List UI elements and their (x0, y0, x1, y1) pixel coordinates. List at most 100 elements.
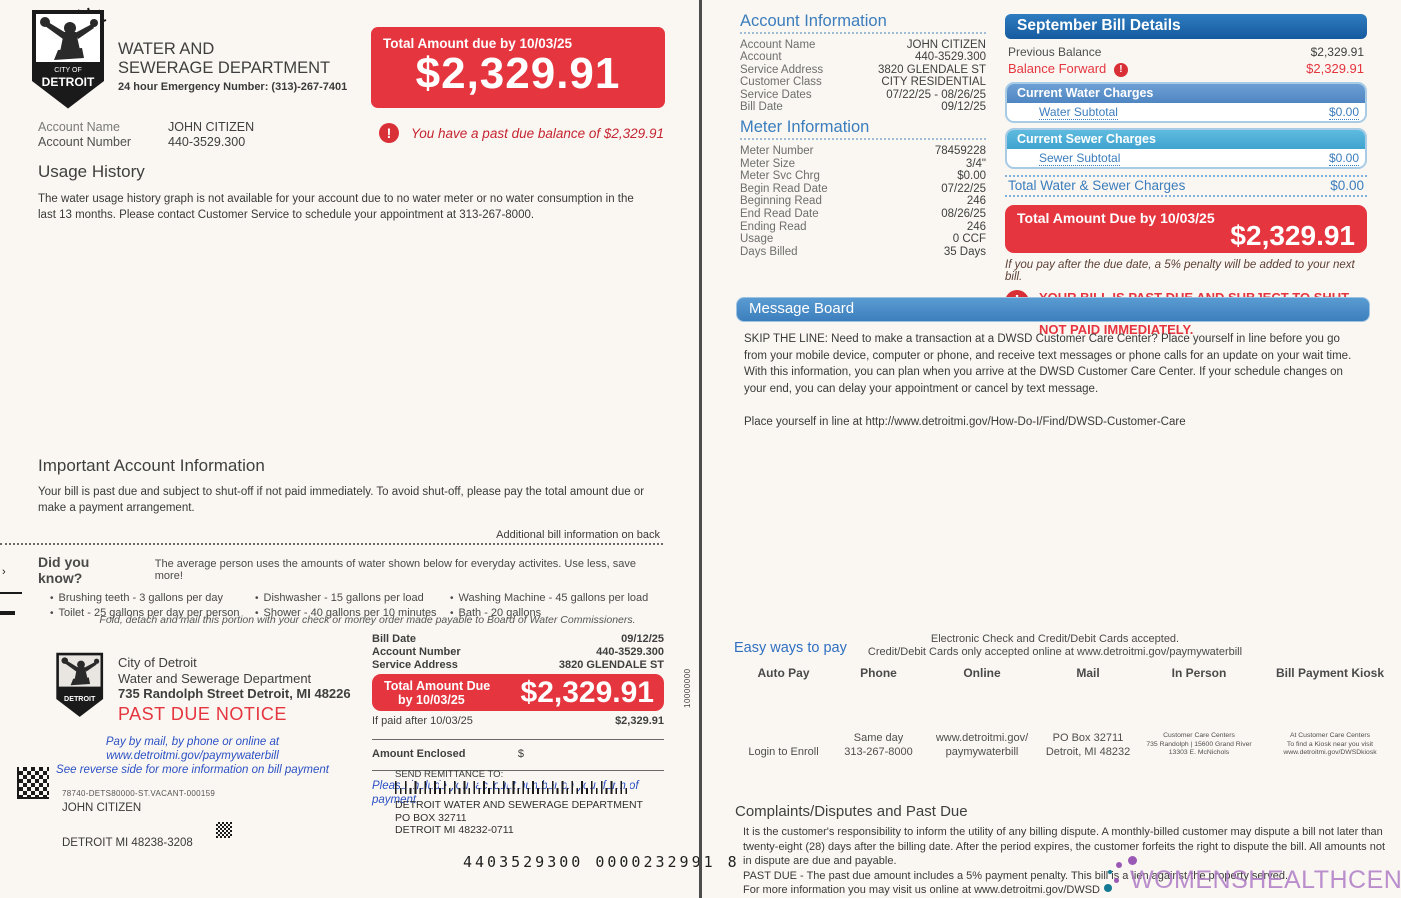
meter-information-section: Meter Information Meter Number 78459228 M… (740, 118, 986, 258)
usage-history-section: Usage History The water usage history gr… (38, 162, 638, 223)
easy-pay-col-phone: Phone Same day 313-267-8000 (831, 666, 926, 760)
if-paid-after-label: If paid after 10/03/25 (372, 715, 473, 727)
send-remittance-label: SEND REMITTANCE TO: (395, 769, 504, 780)
watermark-name: WOMENSHEALTHCENTER. (1130, 866, 1401, 894)
row-value: 3820 GLENDALE ST (877, 63, 986, 76)
if-paid-after-amount: $2,329.91 (615, 715, 664, 727)
easy-pay-col-header: Phone (860, 666, 897, 680)
water-fact: Bath - 20 gallons (450, 607, 675, 619)
important-info-section: Important Account Information Your bill … (38, 456, 648, 516)
row-value: 09/12/25 (941, 101, 986, 114)
meter-information-title: Meter Information (740, 118, 986, 140)
sewer-subtotal-label: Sewer Subtotal (1039, 150, 1121, 166)
easy-pay-col-online: Online www.detroitmi.gov/ paymywaterbill (926, 666, 1038, 760)
stub-summary: Bill Date 09/12/25 Account Number 440-35… (372, 633, 664, 807)
emergency-number: 24 hour Emergency Number: (313)-267-7401 (118, 81, 348, 93)
usage-history-body: The water usage history graph is not ava… (38, 193, 634, 221)
row-value: 07/22/25 - 08/26/25 (886, 88, 986, 101)
row-value: CITY RESIDENTIAL (881, 76, 986, 89)
stub-account-number-label: Account Number (372, 646, 461, 658)
total-charges-label: Total Water & Sewer Charges (1008, 177, 1186, 193)
department-header: WATER AND SEWERAGE DEPARTMENT 24 hour Em… (118, 40, 368, 93)
watermark-dot (1128, 856, 1137, 865)
amount-enclosed-dollar: $ (517, 748, 524, 760)
easy-pay-col-line: 13303 E. McNichols (1168, 749, 1230, 757)
org-name-line2: SEWERAGE DEPARTMENT (118, 59, 331, 77)
complaints-more-info-line: For more information you may visit us on… (743, 884, 1101, 897)
row-label: Bill Date (740, 101, 783, 114)
water-fact: Toilet - 25 gallons per day per person (50, 607, 255, 619)
easy-pay-col-autopay: Auto Pay Login to Enroll (736, 666, 831, 760)
easy-pay-col-in-person: In Person Customer Care Centers 735 Rand… (1138, 666, 1260, 760)
bill-total-due-box: Total Amount Due by 10/03/25 $2,329.91 (1005, 204, 1367, 253)
row-label: Beginning Read (740, 195, 822, 208)
balance-forward-label: Balance Forward ! (1008, 61, 1128, 77)
remit-po-box: PO BOX 32711 (395, 811, 467, 824)
account-information-title: Account Information (740, 12, 986, 34)
back-note: Additional bill information on back (496, 529, 660, 541)
row-value: 08/26/25 (941, 207, 986, 220)
account-number-value: 440-3529.300 (168, 135, 246, 149)
row-label: Meter Number (740, 145, 814, 157)
row-label: Begin Read Date (740, 182, 828, 195)
edge-chevron-mark: › (2, 566, 6, 578)
stub-addr-line3: 735 Randolph Street Detroit, MI 48226 (118, 686, 351, 701)
previous-balance-value: $2,329.91 (1310, 45, 1364, 59)
balance-forward-value: $2,329.91 (1306, 61, 1364, 76)
watermark-dot (1104, 884, 1112, 892)
account-identification: Account Name JOHN CITIZEN Account Number… (38, 120, 338, 150)
account-name-label: Account Name (38, 120, 120, 134)
micr-scan-line: 4403529300 0000232991 8 (463, 853, 740, 871)
water-subtotal-label: Water Subtotal (1039, 104, 1118, 120)
row-label: Service Address (740, 63, 824, 76)
logo-detroit-text: DETROIT (42, 75, 95, 89)
watermark-dot (1114, 878, 1119, 883)
bill-total-due-label: Total Amount Due by 10/03/25 (1017, 209, 1215, 226)
stub-addr-line1: City of Detroit (118, 655, 197, 670)
stub-total-due-amount: $2,329.91 (520, 675, 654, 709)
message-board-link: Place yourself in line at http://www.det… (744, 416, 1186, 428)
water-subtotal-value: $0.00 (1328, 104, 1359, 120)
did-you-know-title: Did you know? (38, 554, 90, 586)
stub-logo: DETROIT (55, 650, 107, 718)
row-label: End Read Date (740, 207, 819, 220)
row-value: 35 Days (943, 245, 986, 258)
shutoff-line2: NOT PAID IMMEDIATELY. (1039, 321, 1194, 337)
small-barcode (216, 822, 232, 838)
easy-pay-notes: Electronic Check and Credit/Debit Cards … (840, 633, 1270, 659)
pay-options-note: Pay by mail, by phone or online at www.d… (20, 735, 365, 777)
row-value: 440-3529.300 (915, 51, 986, 64)
did-you-know-intro: The average person uses the amounts of w… (154, 558, 636, 582)
account-name-value: JOHN CITIZEN (168, 120, 255, 134)
stub-total-due-box: Total Amount Due by 10/03/25 $2,329.91 (372, 674, 664, 711)
spirit-of-detroit-figure (40, 17, 98, 60)
bill-details-section: September Bill Details Previous Balance … (1005, 14, 1367, 338)
stub-bill-date-value: 09/12/25 (621, 633, 664, 645)
row-label: Customer Class (740, 76, 822, 89)
easy-pay-col-header: Mail (1076, 666, 1100, 680)
amount-enclosed-label: Amount Enclosed (372, 748, 466, 760)
alert-icon: ! (379, 123, 399, 143)
account-number-label: Account Number (38, 135, 132, 149)
easy-pay-col-line: www.detroitmi.gov/DWSDkiosk (1283, 749, 1377, 757)
stub-service-address-value: 3820 GLENDALE ST (558, 659, 664, 671)
sewer-subtotal-value: $0.00 (1328, 150, 1359, 166)
edge-tick-mark (0, 611, 15, 615)
stub-addr-line2: Water and Sewerage Department (118, 670, 312, 686)
stub-return-address: City of Detroit Water and Sewerage Depar… (118, 655, 378, 725)
total-amount-due-box: Total Amount due by 10/03/25 $2,329.91 (371, 27, 665, 108)
stub-total-due-label2: by 10/03/25 (398, 692, 465, 707)
stub-service-address-label: Service Address (372, 659, 458, 671)
did-you-know-section: Did you know? The average person uses th… (38, 554, 663, 619)
see-reverse-line: See reverse side for more information on… (56, 764, 329, 776)
easy-pay-title: Easy ways to pay (734, 640, 847, 656)
mail-routing-code: 78740-DETS80000-ST.VACANT-000159 (62, 789, 216, 798)
org-name-line1: WATER AND (118, 40, 215, 58)
easy-pay-col-line: www.detroitmi.gov/ (935, 732, 1029, 744)
row-label: Usage (740, 233, 774, 246)
bill-total-due-amount: $2,329.91 (1230, 219, 1355, 251)
easy-pay-col-line: At Customer Care Centers (1289, 732, 1371, 739)
account-information-section: Account Information Account Name JOHN CIT… (740, 12, 986, 113)
complaints-past-due-line: PAST DUE - The past due amount includes … (743, 869, 1288, 882)
